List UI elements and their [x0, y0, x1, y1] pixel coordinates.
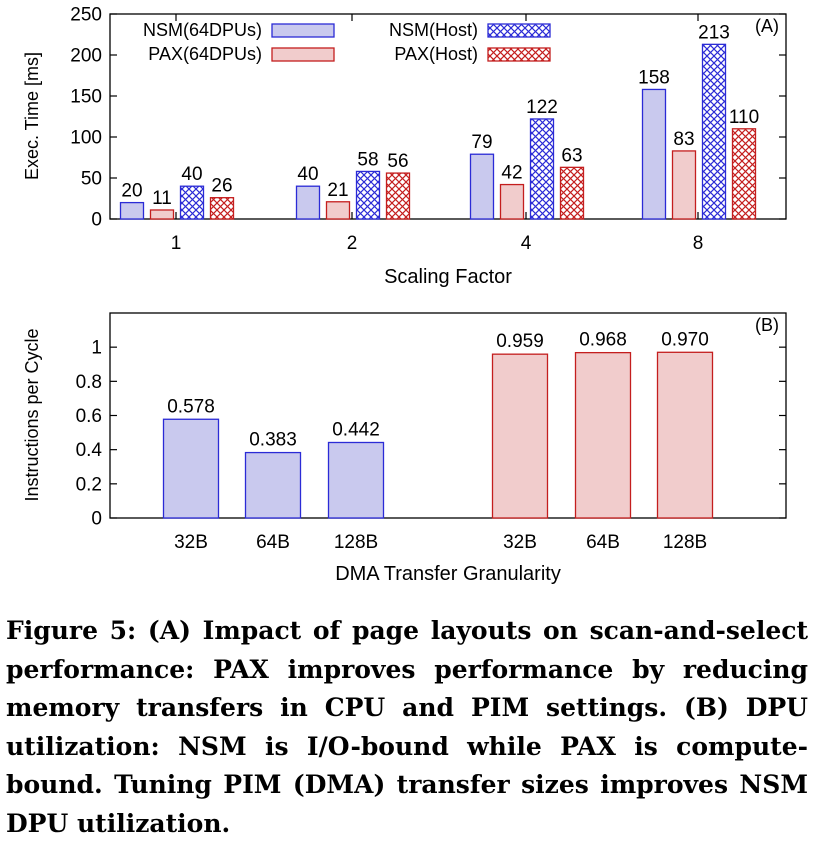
bar-value-label: 122	[526, 97, 558, 118]
panel-b-label: (B)	[755, 315, 779, 335]
panel-a-x-axis-title: Scaling Factor	[384, 266, 512, 288]
panel-a-value-labels: 20 40 79 158 11 21 42 83 40 58 122 213 26 56 63 110	[121, 22, 759, 209]
panel-b-y-axis: 0 0.2 0.4 0.6 0.8 1	[76, 338, 786, 530]
bar-value-label: 83	[673, 129, 694, 150]
bar	[671, 150, 697, 220]
y-tick-label: 0.8	[76, 372, 102, 393]
panel-a-chart: 0 50 100 150 200 250 1 2 4 8 20 40 79 158 11 21 42 83 40…	[22, 5, 787, 288]
bar	[385, 172, 411, 220]
bar	[179, 185, 205, 220]
bar-value-label: 0.442	[332, 419, 380, 440]
bar-value-label: 0.970	[661, 329, 709, 350]
legend-swatch	[487, 23, 551, 38]
legend-label: NSM(Host)	[389, 20, 478, 40]
x-tick-label: 4	[521, 233, 532, 254]
panel-b-x-axis: 32B 64B 128B 32B 64B 128B	[174, 532, 707, 553]
legend-swatch	[271, 23, 335, 38]
panel-b-bars	[162, 351, 714, 519]
legend-swatch	[271, 47, 335, 62]
y-tick-label: 0.6	[76, 406, 102, 427]
panel-a-y-axis: 0 50 100 150 200 250	[70, 5, 786, 231]
bar-value-label: 213	[698, 22, 730, 43]
bar	[731, 128, 757, 220]
bar-value-label: 63	[561, 145, 582, 166]
x-tick-label: 128B	[663, 532, 707, 553]
bar-value-label: 40	[297, 164, 318, 185]
bar-value-label: 0.959	[496, 331, 544, 352]
y-tick-label: 1	[91, 338, 102, 359]
bar	[574, 351, 632, 519]
y-tick-label: 100	[70, 128, 102, 149]
y-tick-label: 200	[70, 46, 102, 67]
bar	[149, 209, 175, 220]
y-tick-label: 0.2	[76, 474, 102, 495]
y-tick-label: 0	[91, 210, 102, 231]
bar	[559, 166, 585, 220]
legend-swatch	[487, 47, 551, 62]
bar-value-label: 20	[121, 181, 142, 202]
bar-value-label: 79	[471, 132, 492, 153]
y-tick-label: 50	[81, 169, 102, 190]
bar	[209, 197, 235, 220]
legend-label: NSM(64DPUs)	[143, 20, 262, 40]
bar	[499, 183, 525, 220]
panel-a-x-axis: 1 2 4 8	[171, 14, 704, 254]
bar-value-label: 0.968	[579, 330, 627, 351]
x-tick-label: 2	[347, 233, 358, 254]
x-tick-label: 8	[693, 233, 704, 254]
bar	[295, 185, 321, 220]
bar	[529, 118, 555, 220]
bar-value-label: 21	[327, 180, 348, 201]
bar-value-label: 42	[501, 163, 522, 184]
legend-label: PAX(64DPUs)	[148, 44, 262, 64]
panel-b-value-labels: 0.578 0.383 0.442 0.959 0.968 0.970	[167, 329, 709, 450]
bar	[325, 201, 351, 220]
bar	[119, 201, 145, 220]
bar-value-label: 58	[357, 149, 378, 170]
panel-b-y-axis-title: Instructions per Cycle	[22, 328, 42, 501]
panel-b-x-axis-title: DMA Transfer Granularity	[335, 563, 561, 585]
y-tick-label: 150	[70, 87, 102, 108]
panel-a-bars	[119, 43, 757, 220]
x-tick-label: 1	[171, 233, 182, 254]
panel-b-chart: 0 0.2 0.4 0.6 0.8 1 32B 64B 128B 32B 64B 128B 0.57…	[22, 312, 787, 585]
bar-value-label: 11	[152, 188, 172, 209]
bar	[244, 451, 302, 519]
figure-caption: Figure 5: (A) Impact of page layouts on …	[6, 616, 808, 838]
bar-value-label: 56	[387, 151, 408, 172]
panel-a-y-axis-title: Exec. Time [ms]	[22, 52, 42, 180]
y-tick-label: 0.4	[76, 440, 103, 461]
bar-value-label: 110	[729, 107, 759, 128]
x-tick-label: 128B	[334, 532, 378, 553]
y-tick-label: 0	[91, 509, 102, 530]
bar-value-label: 0.383	[249, 430, 297, 451]
bar-value-label: 26	[211, 176, 232, 197]
bar	[701, 43, 727, 220]
bar-value-label: 0.578	[167, 396, 215, 417]
panel-a-legend: NSM(64DPUs) PAX(64DPUs) NSM(Host) PAX(Host)	[143, 20, 551, 64]
legend-label: PAX(Host)	[394, 44, 478, 64]
y-tick-label: 250	[70, 5, 102, 26]
bar	[491, 353, 549, 519]
x-tick-label: 64B	[256, 532, 290, 553]
panel-a-label: (A)	[755, 16, 779, 36]
panel-a-frame	[109, 13, 787, 220]
bar-value-label: 40	[181, 164, 202, 185]
bar	[327, 441, 385, 519]
bar	[656, 351, 714, 519]
bar	[355, 170, 381, 220]
x-tick-label: 32B	[174, 532, 208, 553]
bar	[162, 418, 220, 519]
bar	[641, 88, 667, 220]
x-tick-label: 64B	[586, 532, 620, 553]
bar-value-label: 158	[638, 67, 670, 88]
bar	[469, 153, 495, 220]
x-tick-label: 32B	[503, 532, 537, 553]
